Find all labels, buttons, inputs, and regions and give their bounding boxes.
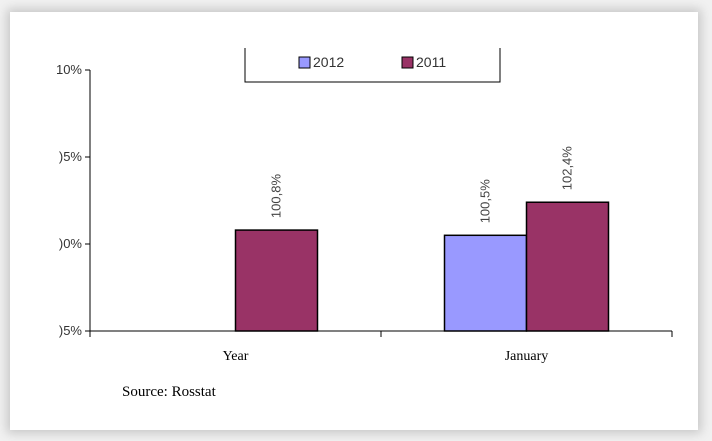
y-tick-label: )5% xyxy=(59,149,83,164)
legend-label: 2011 xyxy=(416,54,446,70)
y-tick-label: )0% xyxy=(59,236,83,251)
bar xyxy=(443,234,528,332)
bar xyxy=(234,229,319,332)
bar xyxy=(525,201,610,332)
legend-label: 2012 xyxy=(313,54,344,70)
category-label: January xyxy=(505,349,549,364)
bar-chart: )5% )0% )5% 10% Year January 100,5% 100,8% 102,… xyxy=(56,48,673,364)
bars xyxy=(234,201,610,332)
legend-box xyxy=(244,48,501,83)
category-label: Year xyxy=(223,349,249,364)
legend-swatch xyxy=(298,56,311,69)
labels: 100,5% 100,8% 102,4% xyxy=(269,146,575,224)
y-tick-label: )5% xyxy=(59,323,83,338)
y-tick-label: 10% xyxy=(56,62,82,77)
legend: 2012 2011 xyxy=(244,48,501,83)
data-label: 100,5% xyxy=(478,179,493,224)
source-note: Source: Rosstat xyxy=(122,384,216,400)
data-label: 100,8% xyxy=(269,174,284,219)
data-label: 102,4% xyxy=(560,146,575,191)
legend-swatch xyxy=(401,56,414,69)
chart-frame: )5% )0% )5% 10% Year January 100,5% 100,8% 102,… xyxy=(10,12,698,430)
axes: )5% )0% )5% 10% Year January xyxy=(56,62,673,364)
